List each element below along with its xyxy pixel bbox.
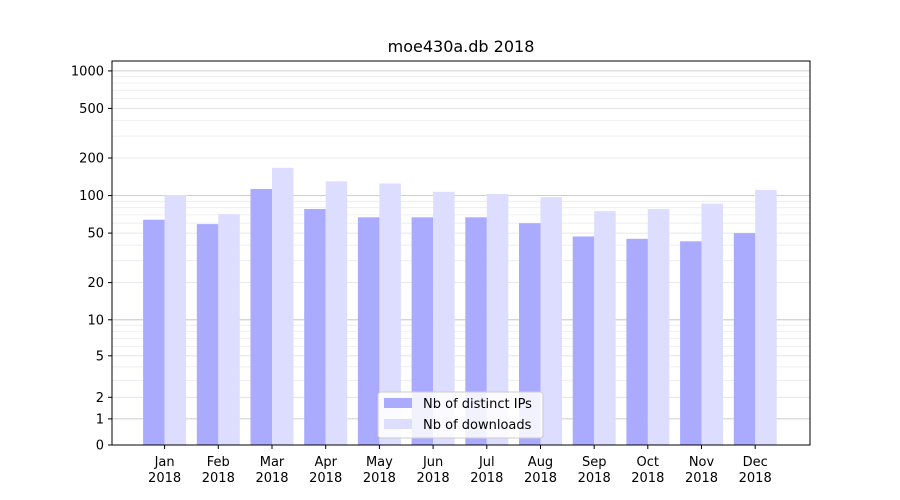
y-axis: 0 1 2 5 10 20 50 100 200 500 1000 — [71, 64, 112, 454]
legend: Nb of distinct IPs Nb of downloads — [377, 391, 544, 439]
x-tick-label: 2018 — [417, 471, 450, 486]
bar-distinct-ips — [733, 233, 756, 445]
bar-distinct-ips — [626, 238, 648, 445]
bar-downloads — [594, 211, 616, 445]
bar-downloads — [218, 214, 240, 445]
bar-downloads — [379, 183, 401, 445]
bar-distinct-ips — [572, 236, 595, 445]
y-tick-label: 10 — [87, 313, 104, 328]
bar-downloads — [486, 194, 509, 445]
x-tick-label: Sep — [582, 455, 607, 470]
bar-downloads — [433, 191, 455, 445]
bar-downloads — [272, 167, 294, 446]
legend-label-downloads: Nb of downloads — [423, 418, 532, 433]
x-tick-label: 2018 — [524, 471, 557, 486]
bar-distinct-ips — [196, 224, 219, 445]
y-tick-label: 1000 — [71, 64, 104, 79]
x-tick-label: Jun — [422, 455, 443, 470]
y-tick-label: 5 — [96, 349, 104, 364]
bar-distinct-ips — [357, 217, 380, 445]
x-tick-label: Jul — [478, 455, 495, 470]
y-tick-label: 500 — [79, 102, 104, 117]
bar-downloads — [325, 181, 348, 445]
x-tick-label: 2018 — [309, 471, 342, 486]
y-tick-label: 20 — [87, 276, 104, 291]
x-tick-label: May — [366, 455, 393, 470]
bar-downloads — [647, 209, 670, 445]
x-tick-label: Mar — [260, 455, 285, 470]
bar-distinct-ips — [411, 217, 434, 445]
bars — [143, 167, 777, 446]
x-axis: Jan2018Feb2018Mar2018Apr2018May2018Jun20… — [148, 445, 772, 486]
legend-box — [377, 391, 544, 439]
x-tick-label: Jan — [154, 455, 175, 470]
x-tick-label: 2018 — [363, 471, 396, 486]
y-tick-label: 200 — [79, 152, 104, 167]
x-tick-label: 2018 — [739, 471, 772, 486]
y-tick-label: 2 — [96, 391, 104, 406]
x-tick-label: 2018 — [470, 471, 503, 486]
x-tick-label: Feb — [207, 455, 230, 470]
bar-distinct-ips — [680, 241, 702, 445]
x-tick-label: 2018 — [202, 471, 235, 486]
x-tick-label: Oct — [637, 455, 659, 470]
bar-downloads — [164, 195, 187, 445]
legend-swatch-distinct-ips — [384, 398, 412, 408]
chart-title: moe430a.db 2018 — [388, 37, 535, 56]
x-tick-label: 2018 — [255, 471, 288, 486]
bar-distinct-ips — [519, 223, 541, 445]
x-tick-label: Nov — [689, 455, 715, 470]
x-tick-label: Dec — [743, 455, 768, 470]
legend-swatch-downloads — [384, 419, 412, 429]
y-tick-label: 100 — [79, 189, 104, 204]
x-tick-label: 2018 — [631, 471, 664, 486]
bar-distinct-ips — [143, 219, 165, 445]
x-tick-label: 2018 — [578, 471, 611, 486]
bar-downloads — [701, 203, 723, 445]
x-tick-label: 2018 — [148, 471, 181, 486]
bar-distinct-ips — [465, 217, 487, 445]
bar-downloads — [755, 189, 777, 445]
y-tick-label: 1 — [96, 412, 104, 427]
legend-label-distinct-ips: Nb of distinct IPs — [423, 397, 532, 412]
bar-distinct-ips — [250, 189, 272, 445]
y-tick-label: 50 — [87, 227, 104, 242]
bar-downloads — [540, 197, 562, 445]
x-tick-label: Apr — [314, 455, 337, 470]
plot-frame — [111, 60, 811, 446]
x-tick-label: 2018 — [685, 471, 718, 486]
bar-distinct-ips — [304, 209, 326, 445]
x-tick-label: Aug — [528, 455, 553, 470]
y-tick-label: 0 — [96, 439, 104, 454]
